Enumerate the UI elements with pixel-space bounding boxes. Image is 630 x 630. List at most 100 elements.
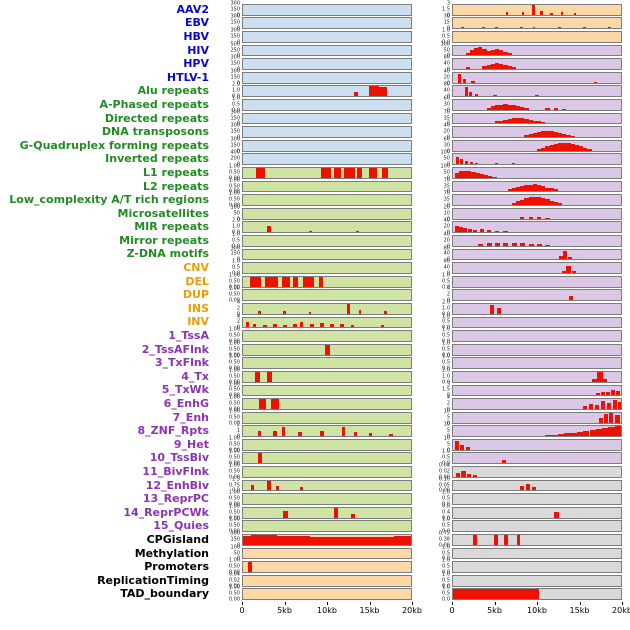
y-axis-tick-label: 200: [230, 155, 240, 162]
track-row: Directed repeats 300 150 0 70 35 0: [0, 110, 630, 126]
y-axis-tick-label: 2: [446, 291, 450, 298]
data-bar: [380, 325, 385, 328]
track-label: 15_Quies: [153, 519, 209, 533]
data-bar: [516, 105, 521, 110]
y-axis-tick-label: 50: [233, 210, 240, 217]
y-axis-tick-label: 1.00: [228, 353, 240, 360]
track-label: EBV: [185, 16, 209, 30]
y-axis-tick-label: 0.00: [228, 460, 240, 467]
y-axis-tick-label: 0: [236, 555, 240, 562]
data-bar: [471, 81, 475, 83]
data-bar: [532, 196, 537, 205]
data-bar: [592, 378, 597, 382]
data-bar: [310, 536, 319, 545]
data-bar: [300, 487, 304, 491]
y-axis-tick-label: 0.0: [442, 596, 450, 603]
y-axis: 400 200 0: [212, 150, 242, 167]
track-row: DUP 1.00 0.50 0.00 4 2 0: [0, 286, 630, 303]
data-bar: [553, 511, 559, 518]
track-row: INS 4 2 0 2.0 1.0 0.0: [0, 300, 630, 318]
left-track-panel: [242, 493, 412, 506]
y-axis: 10 5 0: [412, 409, 452, 426]
data-bar: [275, 485, 280, 491]
y-axis-tick-label: 40: [443, 264, 450, 271]
x-axis-tick: [537, 602, 538, 606]
y-axis-tick-label: 0.00: [228, 596, 240, 603]
right-track-panel: [452, 139, 622, 152]
data-bar: [402, 536, 411, 545]
track-label: 4_Tx: [181, 369, 209, 383]
data-bar: [465, 67, 470, 70]
left-track-panel: [242, 31, 412, 43]
x-axis-tick-label: 10kb: [527, 606, 547, 616]
data-bar: [550, 12, 553, 15]
data-bar: [583, 147, 588, 151]
y-axis-tick-label: 0.0: [442, 284, 450, 291]
data-bar: [474, 162, 479, 165]
y-axis-tick-label: 0.50: [228, 441, 240, 448]
y-axis: 300 150 0: [212, 1, 242, 18]
track-row: A-Phased repeats 1.0 0.5 0.0 60 30 0: [0, 96, 630, 113]
y-axis-tick-label: 0: [446, 93, 450, 100]
data-bar: [330, 324, 334, 328]
data-bar: [320, 323, 324, 328]
data-bar: [615, 390, 621, 396]
y-axis-tick-label: 0: [236, 311, 240, 318]
data-bar: [303, 276, 314, 287]
y-axis-tick-label: 300: [230, 68, 240, 75]
track-label: 3_TxFlnk: [154, 356, 209, 370]
x-axis-tick: [242, 602, 243, 606]
data-bar: [537, 185, 542, 192]
data-bar: [320, 431, 324, 437]
data-bar: [541, 131, 546, 138]
data-bar: [495, 230, 500, 233]
y-axis: 100 50 0: [412, 164, 452, 181]
data-bar: [501, 460, 506, 464]
data-bar: [511, 163, 516, 165]
left-track-panel: [242, 316, 412, 329]
y-axis-tick-label: 0.04: [228, 571, 240, 578]
data-bar: [385, 536, 395, 545]
data-bar: [583, 27, 586, 29]
data-bar: [566, 265, 572, 273]
y-axis: 1.0 0.5 0.0: [412, 273, 452, 291]
track-label: AAV2: [176, 2, 209, 16]
track-label: 9_Het: [173, 437, 209, 451]
track-row: L2 repeats 1.00 0.50 0.00 70 35 0: [0, 178, 630, 195]
y-axis-tick-label: 150: [230, 33, 240, 40]
data-bar: [250, 484, 254, 491]
y-axis-tick-label: 4: [236, 313, 240, 320]
y-axis-tick-label: 150: [230, 115, 240, 122]
right-track-panel: [452, 248, 622, 261]
data-bar: [511, 67, 516, 70]
data-bar: [532, 133, 537, 138]
y-axis-tick-label: 0.0: [442, 460, 450, 467]
y-axis-tick-label: 20: [443, 237, 450, 244]
data-bar: [520, 27, 523, 29]
data-bar: [564, 433, 571, 437]
y-axis-tick-label: 0.50: [228, 509, 240, 516]
y-axis-tick-label: 0.00: [228, 528, 240, 535]
y-axis-tick-label: 40: [443, 250, 450, 257]
y-axis-tick-label: 0: [236, 256, 240, 263]
y-axis-tick-label: 4: [446, 394, 450, 401]
y-axis: 40 20 0: [412, 232, 452, 249]
y-axis: 1.00 0.50 0.00: [212, 341, 242, 358]
y-axis-tick-label: 0.00: [228, 583, 240, 590]
data-bar: [245, 322, 249, 328]
data-bar: [495, 27, 498, 29]
track-label: CNV: [183, 261, 209, 275]
data-bar: [537, 148, 542, 151]
data-bar: [270, 399, 280, 409]
left-track-panel: [242, 275, 412, 288]
left-track-panel: [242, 520, 412, 533]
y-axis: 1.00 0.50 0.00: [212, 463, 242, 480]
y-axis-tick-label: 150: [230, 536, 240, 543]
data-bar: [531, 4, 536, 15]
data-bar: [583, 405, 588, 409]
track-row: Promoters 1.00 0.50 0.00 1.0 0.5 0.0: [0, 558, 630, 575]
y-axis-tick-label: 0.5: [442, 332, 450, 339]
right-track-panel: [452, 221, 622, 234]
y-axis-tick-label: 250: [230, 47, 240, 54]
y-axis: 1.00 0.50 0.00: [212, 178, 242, 195]
